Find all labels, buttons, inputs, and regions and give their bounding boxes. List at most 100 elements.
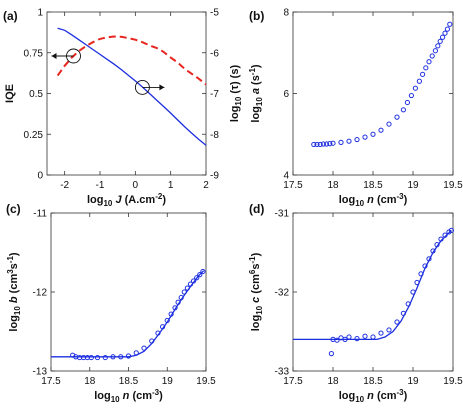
panel-label: (d) — [249, 202, 264, 216]
data-point — [442, 232, 448, 238]
data-point — [408, 92, 414, 99]
data-point — [342, 336, 348, 342]
data-point — [327, 141, 333, 147]
y-tick-label: -11 — [33, 209, 47, 220]
x-tick-label: 19.5 — [443, 180, 463, 191]
x-tick-label: -2 — [60, 180, 69, 191]
data-point — [194, 275, 200, 281]
data-point — [394, 114, 400, 120]
label-part: ) — [404, 194, 408, 206]
x-tick-label: 18.5 — [363, 376, 383, 387]
data-point — [141, 345, 147, 351]
label-sub: 10 — [355, 199, 364, 208]
data-point — [191, 278, 197, 284]
data-point — [426, 59, 432, 65]
label-sup: -2 — [155, 192, 163, 201]
label-sub: 10 — [111, 395, 120, 404]
label-part: (cm — [250, 274, 262, 297]
y-tick-label: 0 — [37, 171, 43, 182]
y-tick-label: 0.25 — [24, 130, 44, 141]
label-sub: 10 — [255, 305, 264, 314]
data-point — [317, 141, 323, 148]
label-part: log — [250, 106, 262, 123]
y-tick-label: 6 — [283, 89, 289, 100]
data-point — [386, 327, 392, 333]
data-point — [420, 71, 426, 77]
data-point — [444, 26, 450, 32]
label-part: (s — [250, 75, 262, 88]
annotation-circle-arrow — [134, 79, 165, 95]
data-point — [422, 263, 428, 269]
label-part: (cm — [374, 390, 397, 402]
data-point — [311, 141, 317, 148]
annotation-arrow-head — [51, 53, 57, 60]
data-point — [362, 333, 368, 339]
label-part: (cm — [374, 194, 397, 206]
label-part: s — [8, 263, 20, 269]
plot-frame — [292, 212, 454, 372]
x-tick-label: 1 — [168, 180, 174, 191]
iqe-line — [56, 35, 207, 86]
label-part: log — [87, 194, 104, 206]
data-point — [330, 140, 336, 146]
x-axis-label: log10 J (A.cm-2) — [87, 192, 166, 208]
data-point — [187, 281, 194, 287]
data-point — [438, 236, 444, 242]
data-point — [118, 354, 124, 360]
data-point — [172, 305, 178, 311]
x-axis-label: log10 n (cm-3) — [94, 388, 163, 404]
panel-label: (a) — [3, 9, 18, 23]
x-axis-label: log10 n (cm-3) — [339, 388, 408, 404]
data-point — [334, 337, 340, 343]
data-point — [181, 289, 187, 295]
label-var: n — [123, 390, 130, 402]
label-part: ) — [8, 252, 20, 256]
data-point — [362, 134, 368, 140]
data-point — [400, 107, 406, 113]
data-point — [412, 85, 418, 91]
x-tick-label: 19.5 — [443, 376, 463, 387]
label-sup: -3 — [397, 388, 405, 397]
label-var: a — [250, 88, 262, 94]
data-point — [434, 242, 440, 248]
label-part: log — [8, 315, 20, 332]
data-point — [416, 78, 422, 84]
x-tick-label: 0 — [133, 180, 139, 191]
data-point — [440, 34, 446, 40]
series-markers — [328, 227, 454, 357]
y2-axis-label: log10 (τ) (s) — [229, 65, 243, 123]
label-part: log — [339, 194, 356, 206]
data-point — [324, 141, 330, 147]
label-part: ) — [404, 390, 408, 402]
data-point — [442, 30, 448, 36]
data-point — [175, 299, 181, 305]
label-part: (cm — [8, 274, 20, 297]
x-axis-label: log10 n (cm-3) — [339, 192, 408, 208]
label-sup: -1 — [248, 256, 257, 264]
x-tick-label: 17.5 — [283, 180, 303, 191]
y-tick-label: -32 — [275, 288, 290, 299]
label-sup: 6 — [248, 269, 257, 274]
data-point — [370, 131, 376, 137]
data-point — [125, 353, 132, 359]
y-tick-label: -33 — [275, 367, 290, 378]
plot-frame — [50, 212, 207, 372]
y-tick-label: 8 — [283, 8, 289, 19]
data-point — [184, 285, 190, 291]
data-point — [354, 136, 360, 143]
y-axis-label: IQE — [4, 84, 16, 103]
x-tick-label: -1 — [96, 180, 105, 191]
data-point — [160, 324, 166, 330]
data-point — [110, 354, 116, 360]
data-point — [447, 21, 453, 27]
series-line — [57, 27, 207, 146]
label-part: ) — [250, 64, 262, 68]
data-point — [394, 319, 400, 325]
y-tick-label: 4 — [283, 171, 289, 182]
data-point — [164, 317, 170, 324]
label-var: b — [8, 296, 20, 303]
panel-label: (b) — [249, 9, 264, 23]
label-var: c — [250, 297, 262, 303]
label-sup: -3 — [397, 192, 405, 201]
